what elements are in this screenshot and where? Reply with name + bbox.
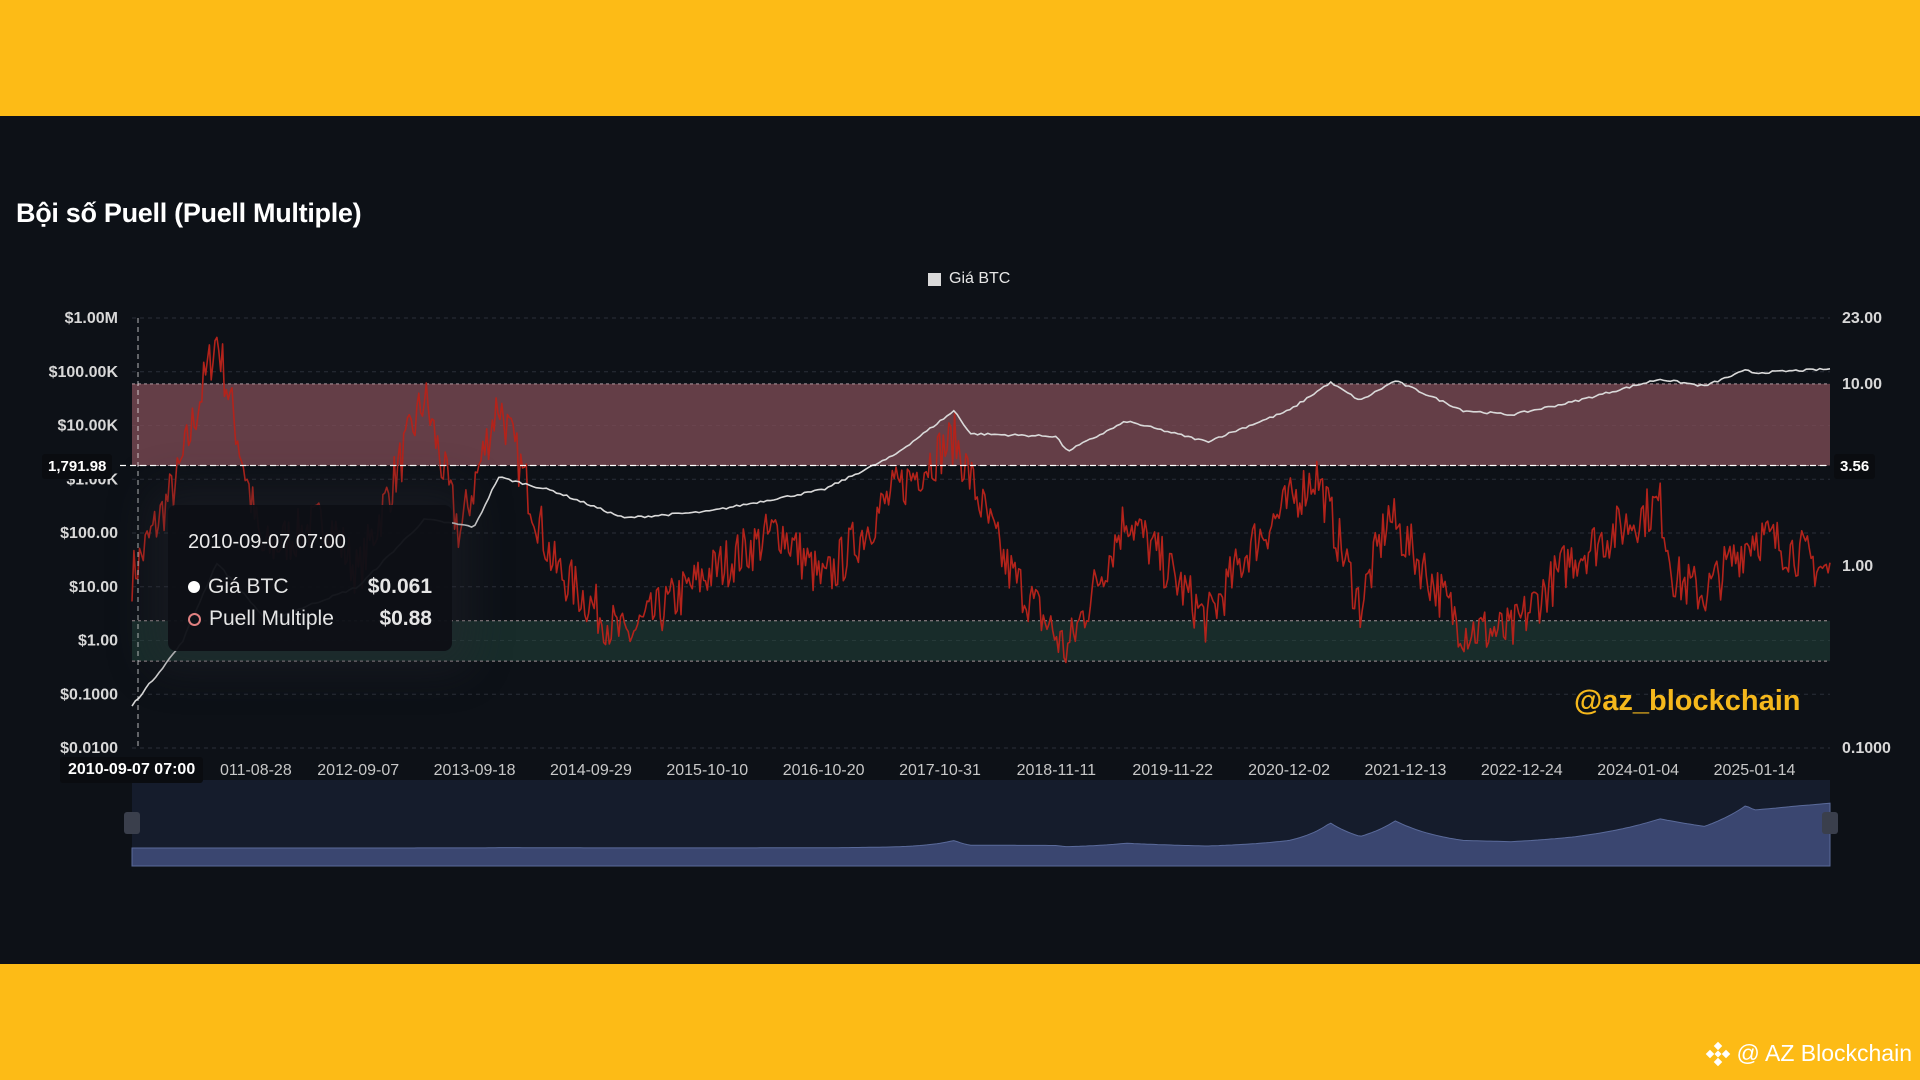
x-tick-label: 2022-12-24 xyxy=(1481,762,1563,779)
tooltip-btc-value: $0.061 xyxy=(367,575,432,598)
x-tick-label: 2015-10-10 xyxy=(666,762,748,779)
tooltip-puell-value: $0.88 xyxy=(379,607,432,630)
y-right-tick-label: 1.00 xyxy=(1842,558,1873,575)
tooltip-date: 2010-09-07 07:00 xyxy=(188,531,346,553)
navigator-right-handle[interactable] xyxy=(1822,812,1838,834)
y-left-tick-label: $1.00 xyxy=(78,633,118,650)
binance-logo-icon xyxy=(1705,1041,1730,1066)
x-tick-label: 2016-10-20 xyxy=(783,762,865,779)
puell-multiple-line xyxy=(131,336,1831,664)
tooltip: 2010-09-07 07:00 Giá BTC $0.061 Puell Mu… xyxy=(168,505,452,651)
tooltip-puell-name: Puell Multiple xyxy=(209,607,334,630)
x-tick-label: 2018-11-11 xyxy=(1017,762,1097,779)
y-left-tick-label: $0.1000 xyxy=(60,686,118,703)
watermark: @az_blockchain xyxy=(1574,685,1801,717)
navigator-layer xyxy=(124,780,1838,867)
tooltip-btc-name: Giá BTC xyxy=(208,575,289,598)
tooltip-row-btc: Giá BTC $0.061 xyxy=(188,575,432,599)
legend[interactable]: Giá BTC xyxy=(928,270,1010,288)
crosshair-left-value: 1,791.98 xyxy=(42,454,113,479)
x-tick-label: 011-08-28 xyxy=(220,762,292,779)
navigator-left-handle[interactable] xyxy=(124,812,140,834)
tooltip-row-puell: Puell Multiple $0.88 xyxy=(188,607,432,631)
x-tick-label: 2017-10-31 xyxy=(899,762,981,779)
x-tick-label: 2021-12-13 xyxy=(1365,762,1447,779)
legend-label-btc: Giá BTC xyxy=(949,270,1011,287)
y-left-tick-label: $10.00 xyxy=(69,579,118,596)
crosshair-x-label: 2010-09-07 07:00 xyxy=(60,757,204,783)
navigator-area xyxy=(131,802,1831,867)
credit-text: @ AZ Blockchain xyxy=(1736,1040,1912,1066)
legend-swatch-btc xyxy=(928,272,941,286)
y-right-tick-label: 10.00 xyxy=(1842,376,1882,393)
credit: @ AZ Blockchain xyxy=(1705,1040,1912,1067)
y-left-tick-label: $1.00M xyxy=(65,310,118,327)
x-tick-label: 2025-01-14 xyxy=(1714,762,1796,779)
y-left-tick-label: $10.00K xyxy=(58,418,119,435)
tooltip-btc-dot-icon xyxy=(188,581,200,593)
x-tick-label: 2020-12-02 xyxy=(1248,762,1330,779)
tooltip-puell-dot-icon xyxy=(188,612,201,626)
x-tick-label: 2024-01-04 xyxy=(1597,762,1679,779)
x-tick-label: 2012-09-07 xyxy=(317,762,399,779)
y-left-tick-label: $100.00 xyxy=(60,525,118,542)
y-left-tick-label: $100.00K xyxy=(49,364,119,381)
y-right-tick-label: 0.1000 xyxy=(1842,740,1891,757)
y-right-tick-label: 23.00 xyxy=(1842,310,1882,327)
crosshair-right-value: 3.56 xyxy=(1834,454,1876,479)
x-tick-label: 2013-09-18 xyxy=(434,762,516,779)
x-tick-label: 2019-11-22 xyxy=(1132,762,1213,779)
x-tick-label: 2014-09-29 xyxy=(550,762,632,779)
chart-title: Bội số Puell (Puell Multiple) xyxy=(16,198,362,228)
y-left-tick-label: $0.0100 xyxy=(60,740,118,757)
zone-overheated xyxy=(132,383,1830,466)
